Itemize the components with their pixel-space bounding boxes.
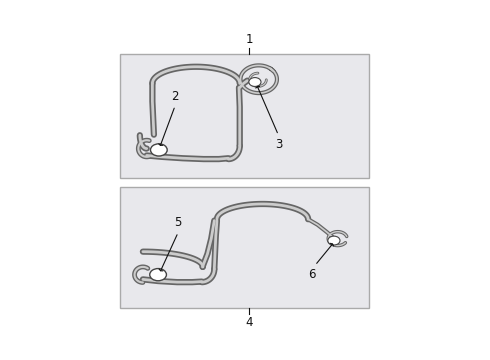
Text: 2: 2 xyxy=(172,90,179,103)
Text: 1: 1 xyxy=(245,33,253,46)
Text: 6: 6 xyxy=(308,268,316,281)
Bar xyxy=(120,54,369,177)
Bar xyxy=(120,187,369,308)
Text: 4: 4 xyxy=(245,316,253,329)
Text: 3: 3 xyxy=(275,138,282,151)
Circle shape xyxy=(328,236,340,245)
Circle shape xyxy=(150,144,167,156)
Text: 5: 5 xyxy=(174,216,182,229)
Circle shape xyxy=(249,77,261,86)
Circle shape xyxy=(150,269,167,281)
